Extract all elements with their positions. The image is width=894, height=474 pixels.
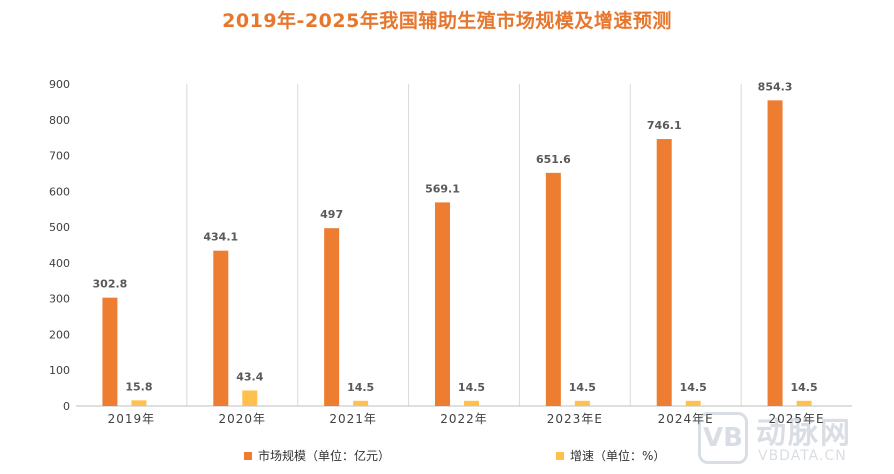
x-tick-label: 2023年E bbox=[547, 412, 603, 426]
y-tick-label: 600 bbox=[49, 185, 70, 198]
data-label-growth-rate: 14.5 bbox=[347, 381, 374, 394]
bar-market-size bbox=[656, 139, 672, 406]
watermark-site: VBDATA.CN bbox=[758, 448, 847, 464]
bar-growth-rate bbox=[242, 390, 258, 406]
bar-growth-rate bbox=[131, 400, 147, 406]
bar-growth-rate bbox=[353, 400, 369, 406]
bar-growth-rate bbox=[464, 400, 479, 406]
data-label-growth-rate: 14.5 bbox=[569, 381, 596, 394]
y-tick-label: 0 bbox=[63, 400, 70, 413]
data-label-growth-rate: 14.5 bbox=[458, 381, 485, 394]
bar-market-size bbox=[435, 202, 450, 406]
x-tick-label: 2020年 bbox=[219, 412, 267, 426]
y-tick-label: 100 bbox=[49, 364, 70, 377]
y-tick-label: 800 bbox=[49, 114, 70, 127]
legend-item-market-size[interactable]: 市场规模（单位：亿元） bbox=[244, 447, 390, 464]
data-label-market-size: 302.8 bbox=[93, 278, 128, 291]
data-label-growth-rate: 14.5 bbox=[680, 381, 707, 394]
bar-growth-rate bbox=[685, 400, 701, 406]
legend-swatch-market-size bbox=[244, 451, 252, 460]
y-tick-label: 500 bbox=[49, 221, 70, 234]
data-label-growth-rate: 14.5 bbox=[791, 381, 818, 394]
x-tick-label: 2022年 bbox=[440, 412, 488, 426]
bar-growth-rate bbox=[796, 400, 812, 406]
bar-market-size bbox=[102, 297, 118, 406]
data-label-market-size: 434.1 bbox=[203, 231, 238, 244]
legend-item-growth-rate[interactable]: 增速（单位：%） bbox=[556, 447, 665, 464]
data-label-growth-rate: 15.8 bbox=[125, 380, 152, 393]
bar-market-size bbox=[324, 228, 340, 406]
x-tick-label: 2019年 bbox=[108, 412, 156, 426]
y-tick-label: 200 bbox=[49, 328, 70, 341]
y-tick-label: 400 bbox=[49, 257, 70, 270]
vb-logo-icon: VB bbox=[698, 412, 748, 464]
chart-legend: 市场规模（单位：亿元） 增速（单位：%） bbox=[0, 447, 894, 465]
bar-growth-rate bbox=[574, 400, 590, 406]
data-label-market-size: 746.1 bbox=[647, 119, 682, 132]
x-tick-label: 2025年E bbox=[769, 412, 825, 426]
chart-title: 2019年-2025年我国辅助生殖市场规模及增速预测 bbox=[222, 10, 672, 32]
data-label-market-size: 651.6 bbox=[536, 153, 571, 166]
data-label-growth-rate: 43.4 bbox=[236, 370, 263, 383]
bar-market-size bbox=[545, 172, 561, 406]
y-tick-label: 700 bbox=[49, 150, 70, 163]
legend-label-growth-rate: 增速（单位：%） bbox=[570, 449, 666, 463]
legend-label-market-size: 市场规模（单位：亿元） bbox=[258, 449, 391, 463]
y-tick-label: 300 bbox=[49, 293, 70, 306]
bar-market-size bbox=[767, 100, 783, 407]
data-label-market-size: 569.1 bbox=[425, 182, 460, 195]
legend-swatch-growth-rate bbox=[556, 451, 564, 460]
bar-market-size bbox=[213, 250, 229, 406]
y-tick-label: 900 bbox=[49, 78, 70, 91]
data-label-market-size: 497 bbox=[320, 208, 343, 221]
vbdata-watermark: VB 动脉网 VBDATA.CN bbox=[698, 408, 888, 470]
data-label-market-size: 854.3 bbox=[758, 80, 793, 93]
x-tick-label: 2021年 bbox=[329, 412, 377, 426]
watermark-name: 动脉网 bbox=[756, 416, 852, 451]
